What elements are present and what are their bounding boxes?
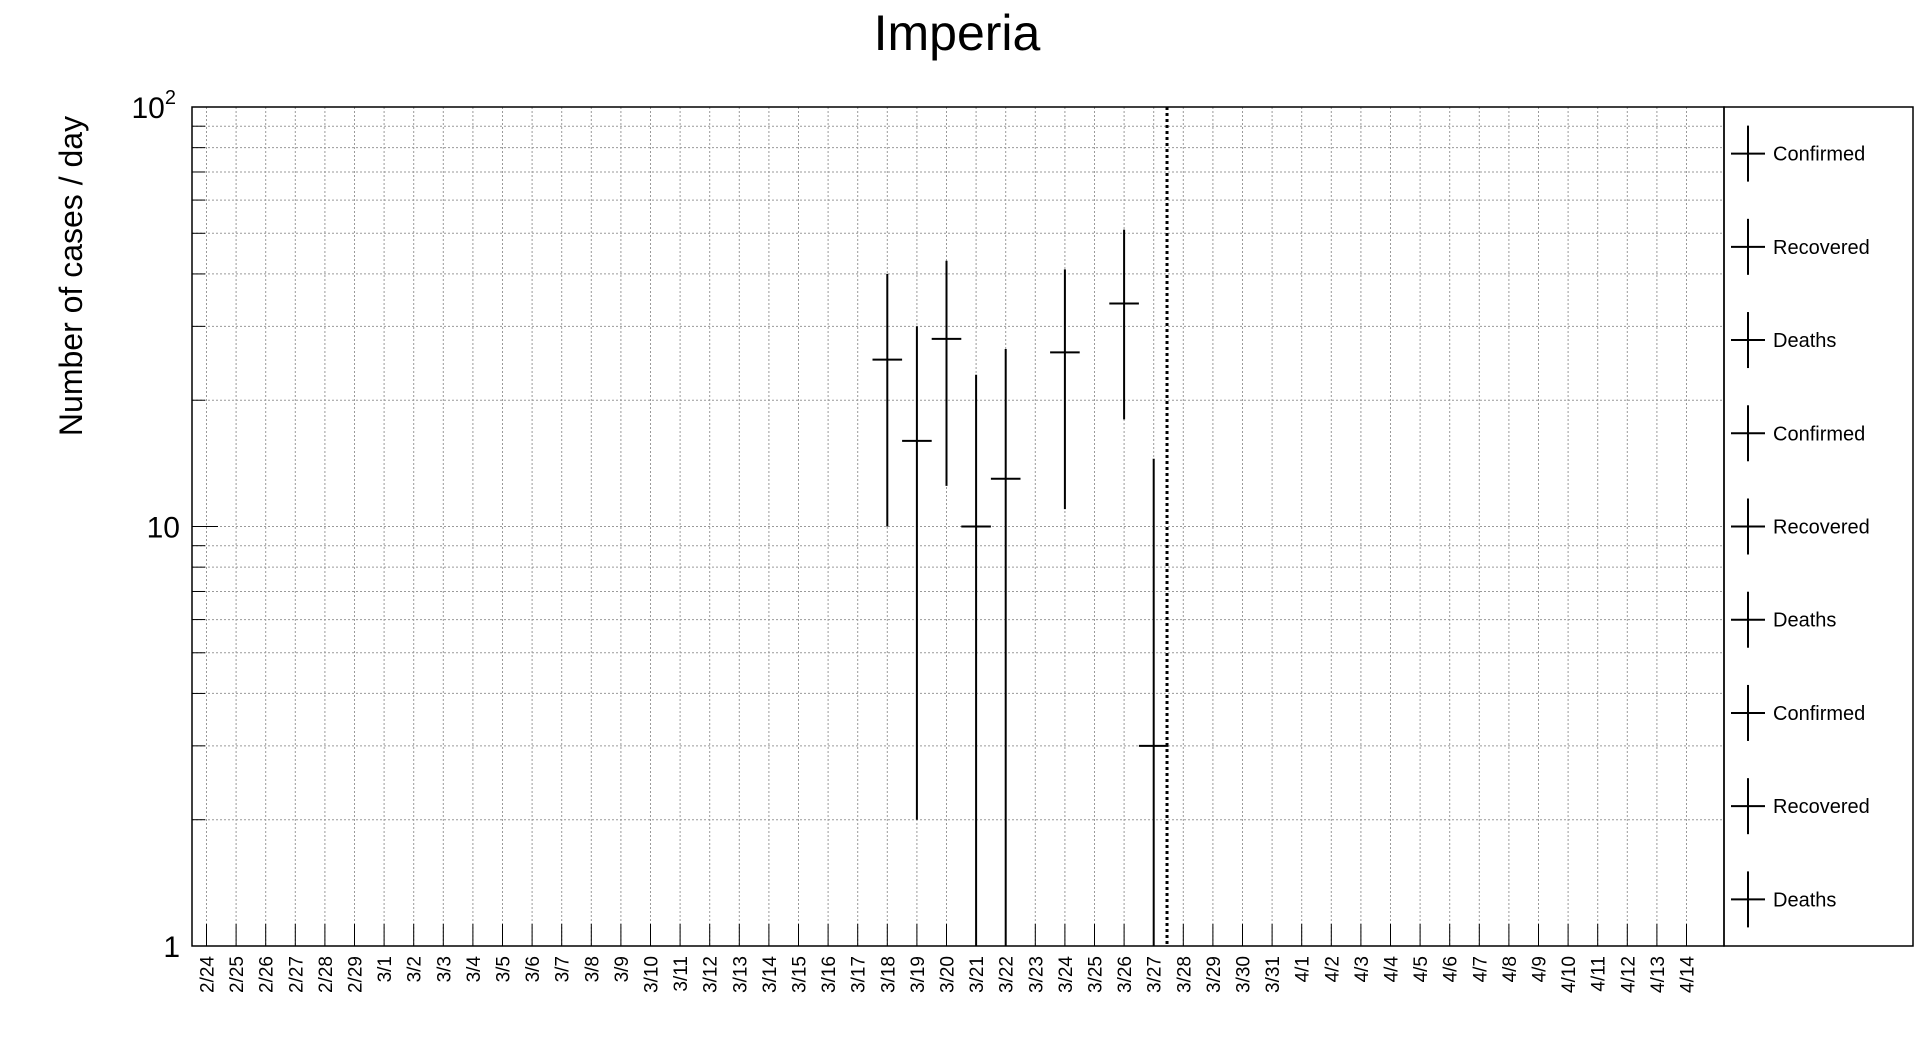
x-tick-label: 3/30: [1234, 956, 1255, 993]
x-tick-label: 4/10: [1559, 956, 1580, 993]
x-tick-label: 3/12: [701, 956, 722, 993]
x-tick-label: 4/12: [1618, 956, 1639, 993]
x-tick-labels: 2/24 2/25 2/26 2/27 2/28 2/29 3/1 3/2 3/3 3/4 3/5 3…: [198, 956, 1699, 993]
x-tick-label: 2/25: [227, 956, 248, 993]
x-tick-label: 4/3: [1352, 956, 1373, 982]
x-tick-label: 2/28: [316, 956, 337, 993]
x-tick-label: 3/17: [849, 956, 870, 993]
x-tick-label: 3/6: [523, 956, 544, 982]
grid: [192, 107, 1724, 947]
x-tick-label: 2/26: [257, 956, 278, 993]
x-tick-label: 3/3: [434, 956, 455, 982]
x-tick-label: 3/11: [671, 956, 692, 992]
x-tick-label: 4/7: [1470, 956, 1491, 982]
legend-label: Deaths: [1773, 610, 1836, 632]
x-tick-label: 3/19: [908, 956, 929, 993]
legend-label: Recovered: [1773, 237, 1870, 259]
x-tick-label: 3/29: [1204, 956, 1225, 993]
x-tick-label: 3/31: [1263, 956, 1284, 993]
x-tick-label: 3/4: [464, 956, 485, 983]
x-tick-label: 3/7: [553, 956, 574, 982]
legend-label: Recovered: [1773, 796, 1870, 818]
x-tick-label: 3/8: [582, 956, 603, 982]
legend-frame: [1723, 106, 1914, 947]
x-tick-label: 3/25: [1086, 956, 1107, 993]
x-tick-label: 3/27: [1145, 956, 1166, 993]
x-tick-label: 4/8: [1500, 956, 1521, 982]
x-tick-label: 3/1: [375, 956, 396, 982]
y-tick-label: 1: [163, 931, 180, 964]
x-tick-label: 3/20: [938, 956, 959, 993]
legend-label: Recovered: [1773, 517, 1870, 539]
x-tick-label: 3/13: [730, 956, 751, 993]
x-tick-label: 3/14: [760, 956, 781, 993]
x-tick-label: 3/21: [967, 956, 988, 993]
x-tick-label: 4/2: [1322, 956, 1343, 982]
x-tick-label: 3/10: [642, 956, 663, 993]
x-tick-label: 4/14: [1678, 956, 1699, 993]
x-tick-label: 3/16: [819, 956, 840, 993]
legend-label: Confirmed: [1773, 423, 1865, 445]
legend-label: Confirmed: [1773, 703, 1865, 725]
x-tick-label: 4/11: [1589, 956, 1610, 992]
x-tick-label: 2/24: [198, 956, 219, 993]
y-tick-label: 10: [147, 512, 180, 545]
legend: Confirmed Recovered Deaths Confirmed Recover…: [1731, 125, 1870, 928]
y-tick-labels: 1 10 102: [132, 87, 181, 964]
x-tick-label: 3/23: [1026, 956, 1047, 993]
x-tick-label: 4/6: [1441, 956, 1462, 982]
chart-title: Imperia: [874, 5, 1041, 61]
x-tick-label: 4/13: [1648, 956, 1669, 993]
x-tick-label: 3/26: [1115, 956, 1136, 993]
x-tick-label: 3/24: [1056, 956, 1077, 993]
x-tick-label: 4/9: [1530, 956, 1551, 982]
y-axis-label: Number of cases / day: [53, 116, 89, 436]
y-tick-label: 102: [132, 87, 177, 125]
x-tick-label: 3/2: [405, 956, 426, 982]
x-tick-label: 3/5: [494, 956, 515, 982]
x-tick-label: 3/9: [612, 956, 633, 982]
x-tick-label: 3/18: [878, 956, 899, 993]
x-tick-label: 3/22: [997, 956, 1018, 993]
data-points: [872, 229, 1169, 946]
x-tick-label: 4/1: [1293, 956, 1314, 982]
x-tick-label: 3/28: [1174, 956, 1195, 993]
x-tick-label: 4/5: [1411, 956, 1432, 982]
legend-label: Deaths: [1773, 889, 1836, 911]
x-tick-label: 4/4: [1382, 956, 1403, 983]
x-tick-label: 2/27: [286, 956, 307, 993]
legend-label: Deaths: [1773, 330, 1836, 352]
x-tick-label: 3/15: [790, 956, 811, 993]
x-tick-label: 2/29: [346, 956, 367, 993]
legend-label: Confirmed: [1773, 144, 1865, 166]
